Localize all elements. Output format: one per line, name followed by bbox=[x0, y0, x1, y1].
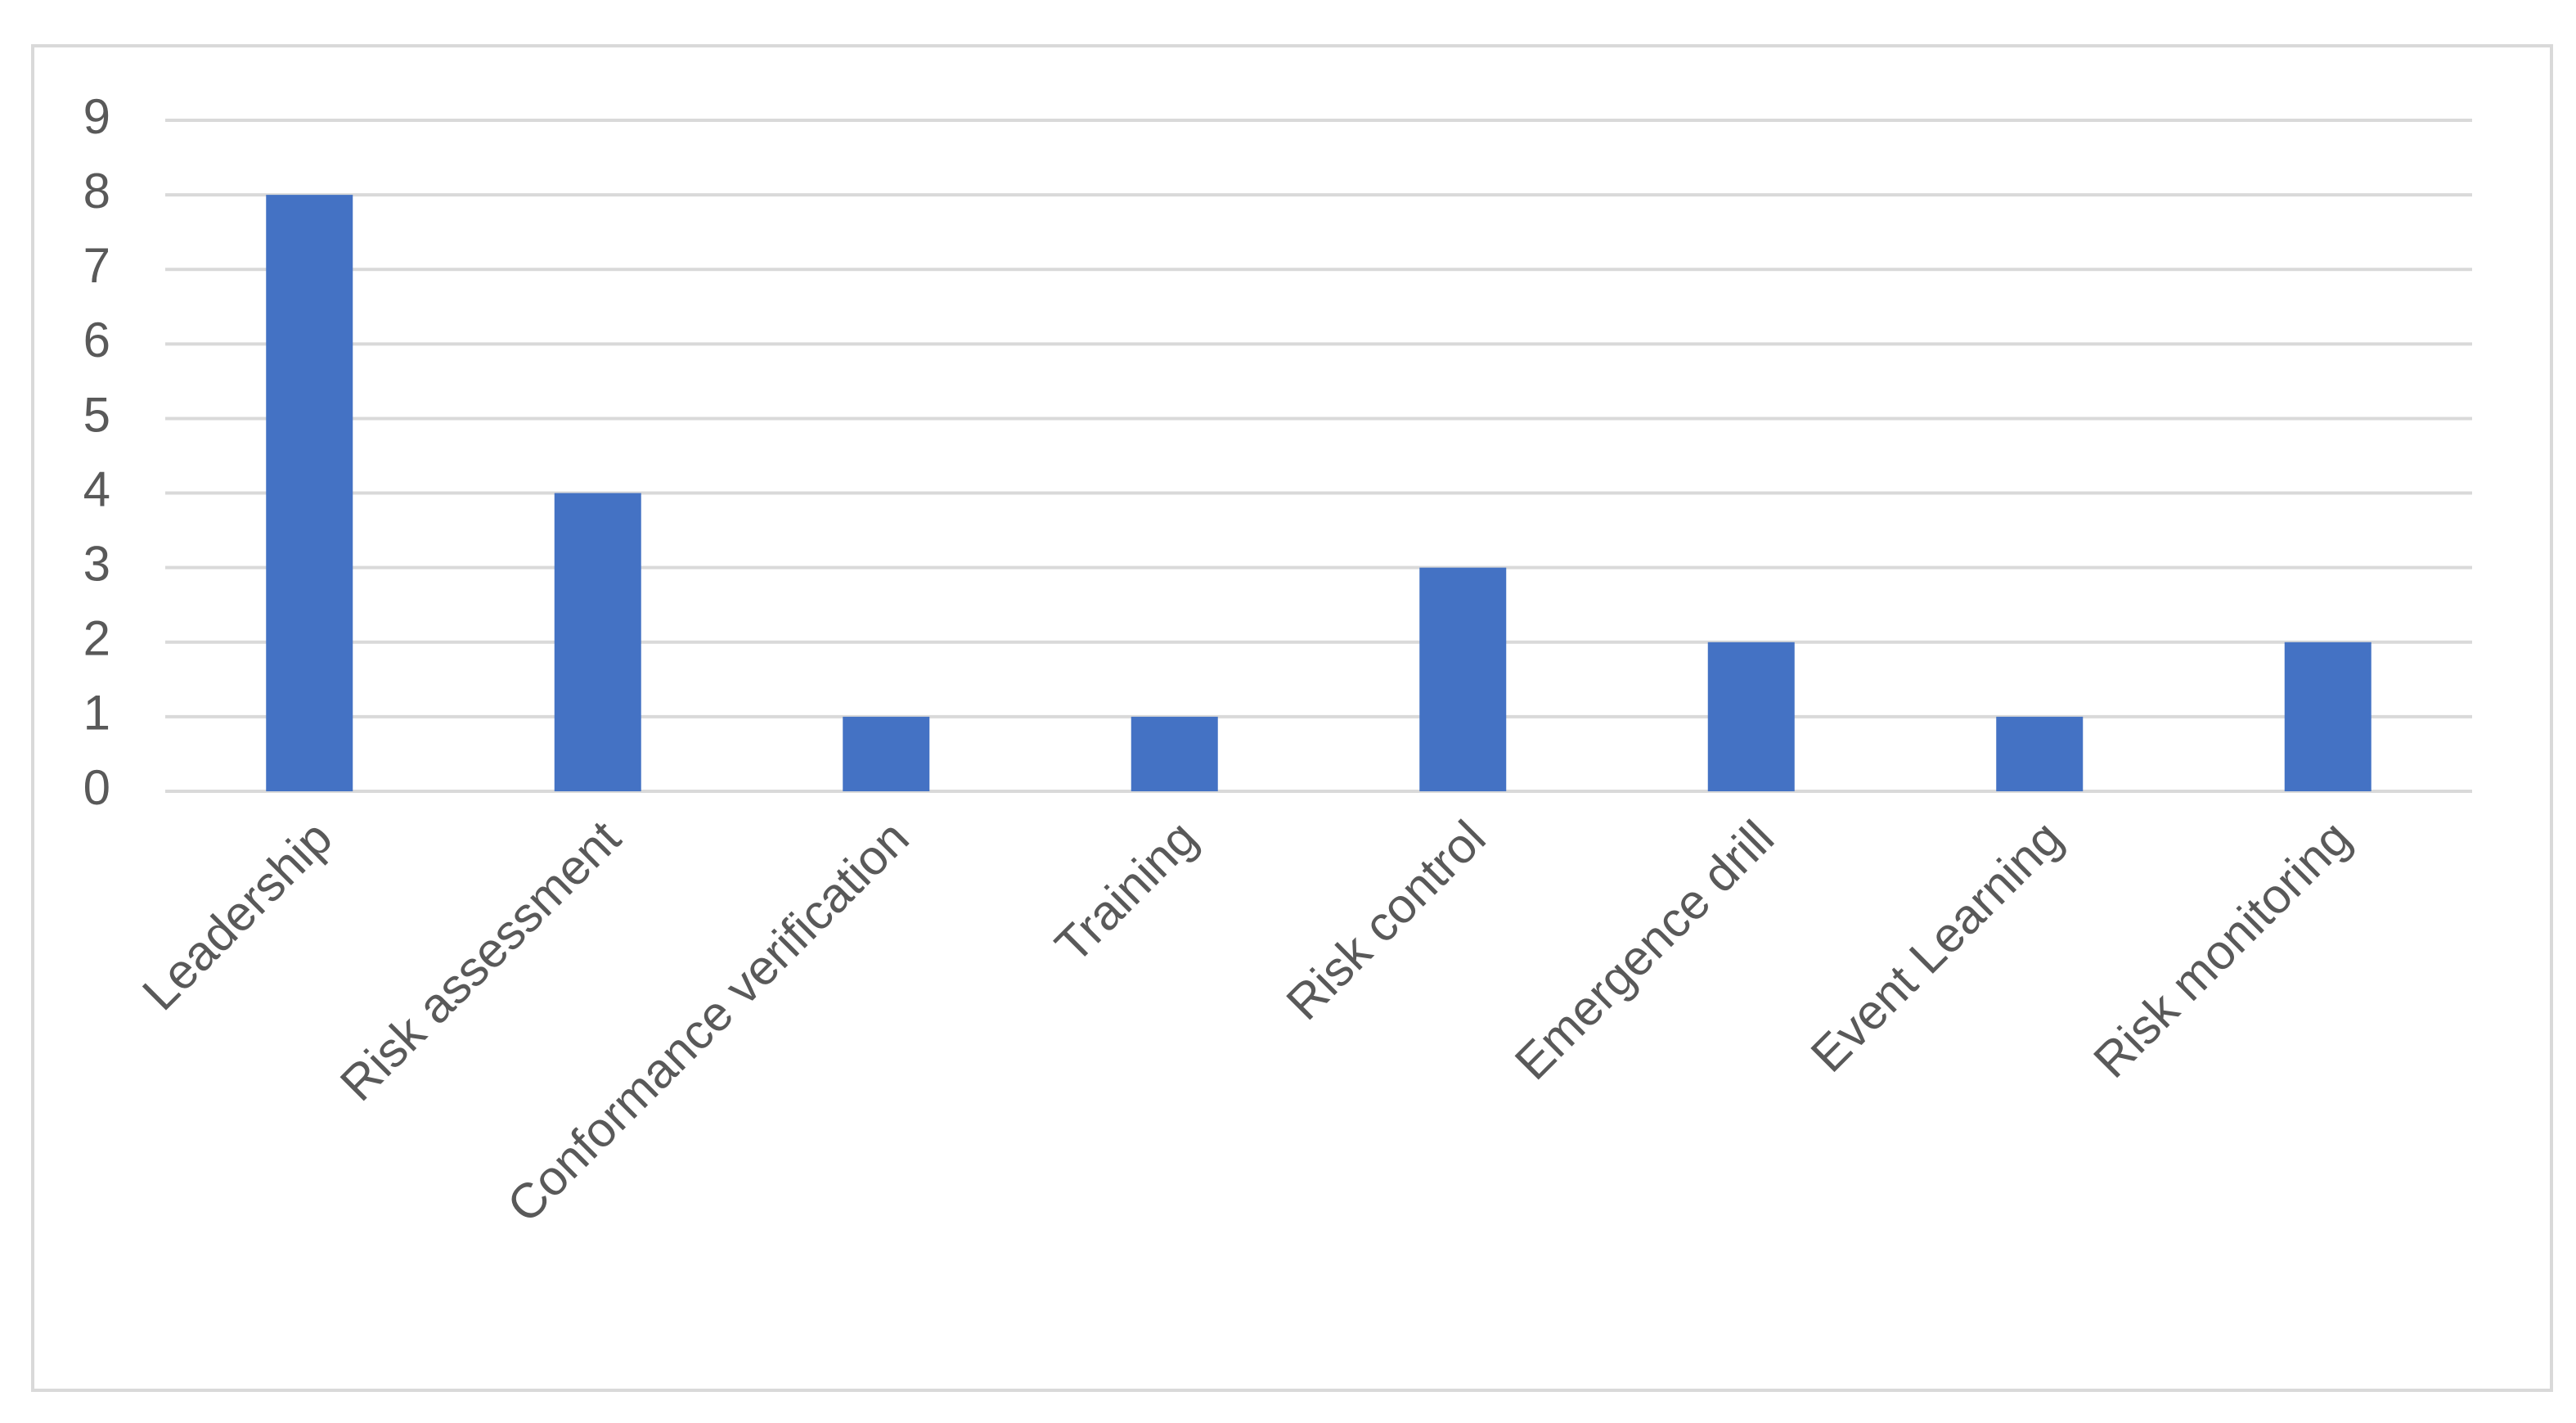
y-tick-label: 5 bbox=[83, 387, 110, 442]
bar bbox=[554, 493, 641, 791]
y-tick-label: 1 bbox=[83, 686, 110, 741]
bar bbox=[1996, 716, 2084, 791]
bar bbox=[1131, 716, 1218, 791]
y-tick-label: 0 bbox=[83, 760, 110, 815]
bar bbox=[266, 195, 353, 792]
y-tick-label: 6 bbox=[83, 313, 110, 367]
bar bbox=[843, 716, 930, 791]
y-tick-label: 3 bbox=[83, 537, 110, 592]
bar bbox=[2284, 642, 2371, 791]
bar bbox=[1419, 567, 1507, 791]
y-tick-label: 7 bbox=[83, 238, 110, 293]
y-tick-label: 4 bbox=[83, 462, 110, 516]
y-tick-label: 8 bbox=[83, 164, 110, 218]
bar bbox=[1707, 642, 1795, 791]
y-tick-label: 2 bbox=[83, 611, 110, 666]
y-tick-label: 9 bbox=[83, 89, 110, 144]
